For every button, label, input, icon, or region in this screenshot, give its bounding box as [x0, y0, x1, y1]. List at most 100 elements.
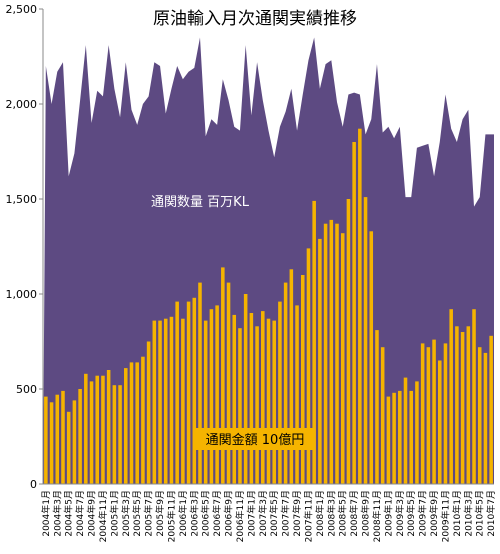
bar — [158, 320, 162, 484]
bar — [398, 390, 402, 484]
x-tick-label: 2007年1月 — [245, 490, 257, 537]
bar — [272, 320, 276, 484]
x-tick-label: 2009年7月 — [417, 490, 429, 537]
bar — [129, 362, 134, 484]
bar — [466, 326, 471, 484]
x-tick-label: 2009年1月 — [382, 490, 394, 537]
bar — [477, 347, 482, 484]
bar — [84, 373, 88, 484]
bar — [352, 142, 356, 484]
bar — [300, 275, 305, 484]
bar — [432, 339, 436, 484]
bar — [266, 318, 271, 484]
x-tick-label: 2009年5月 — [405, 490, 417, 537]
x-tick-label: 2009年9月 — [428, 490, 440, 537]
bar — [249, 313, 254, 484]
bar-annotation: 通関金額 10億円 — [206, 432, 305, 448]
bar — [135, 362, 139, 484]
bar — [346, 199, 351, 484]
x-tick-label: 2006年11月 — [234, 490, 246, 542]
x-tick-label: 2009年11月 — [439, 490, 451, 542]
x-tick-label: 2007年5月 — [268, 490, 280, 537]
x-tick-label: 2005年7月 — [143, 490, 155, 537]
y-tick-label: 2,000 — [6, 98, 38, 111]
bar — [283, 282, 288, 484]
x-tick-label: 2004年3月 — [51, 490, 63, 537]
bar — [101, 375, 105, 484]
x-tick-label: 2006年7月 — [211, 490, 223, 537]
bar — [198, 282, 202, 484]
bar — [175, 301, 179, 484]
bar — [163, 318, 168, 484]
x-tick-label: 2005年11月 — [165, 490, 177, 542]
x-tick-label: 2006年3月 — [188, 490, 200, 537]
bar — [238, 328, 242, 484]
bar — [192, 297, 197, 484]
x-tick-label: 2004年9月 — [86, 490, 98, 537]
bar — [340, 233, 345, 484]
bar — [78, 389, 82, 484]
bar — [306, 248, 311, 484]
bar — [426, 347, 431, 484]
x-tick-label: 2005年5月 — [131, 490, 143, 537]
bar — [44, 396, 48, 484]
bar — [169, 316, 174, 484]
x-tick-label: 2004年7月 — [74, 490, 86, 537]
bar — [289, 269, 294, 484]
x-tick-label: 2009年3月 — [394, 490, 406, 537]
bar — [243, 294, 248, 484]
bar — [323, 223, 328, 484]
x-tick-label: 2008年11月 — [371, 490, 383, 542]
bar — [449, 309, 453, 484]
bar — [329, 219, 334, 484]
chart-title: 原油輸入月次通関実績推移 — [153, 9, 357, 29]
x-tick-label: 2010年3月 — [462, 490, 474, 537]
bar — [226, 282, 231, 484]
bar — [255, 326, 259, 484]
bar — [203, 320, 208, 484]
bar — [49, 402, 54, 484]
bar — [106, 370, 111, 484]
x-tick-label: 2005年9月 — [154, 490, 166, 537]
bar — [358, 128, 362, 484]
bar — [95, 375, 99, 484]
x-tick-label: 2007年9月 — [291, 490, 303, 537]
x-tick-label: 2005年1月 — [108, 490, 120, 537]
bar — [232, 314, 237, 484]
x-tick-label: 2006年9月 — [223, 490, 235, 537]
bar — [61, 390, 65, 484]
bar — [375, 330, 379, 484]
bar-layer — [44, 128, 493, 484]
bar — [386, 396, 391, 484]
x-tick-label: 2008年5月 — [337, 490, 349, 537]
bar — [89, 381, 94, 484]
bar — [66, 411, 71, 484]
bar — [335, 223, 339, 484]
bar — [443, 343, 448, 484]
bar — [409, 390, 413, 484]
x-tick-label: 2006年5月 — [200, 490, 212, 537]
x-tick-label: 2008年9月 — [360, 490, 372, 537]
bar — [141, 356, 145, 484]
bar — [460, 332, 465, 484]
bar — [415, 381, 419, 484]
bar — [118, 385, 122, 484]
y-tick-label: 0 — [30, 478, 37, 491]
bar — [146, 341, 151, 484]
bar — [369, 231, 374, 484]
bar — [181, 318, 185, 484]
bar — [483, 352, 488, 484]
x-tick-label: 2004年1月 — [40, 490, 52, 537]
y-tick-label: 500 — [16, 383, 37, 396]
x-tick-label: 2008年1月 — [314, 490, 326, 537]
x-tick-label: 2004年11月 — [97, 490, 109, 542]
bar — [318, 238, 322, 484]
bar — [403, 377, 408, 484]
bar — [489, 335, 493, 484]
bar — [278, 301, 282, 484]
x-tick-label: 2010年5月 — [474, 490, 486, 537]
bar — [312, 200, 316, 484]
bar — [209, 309, 214, 484]
